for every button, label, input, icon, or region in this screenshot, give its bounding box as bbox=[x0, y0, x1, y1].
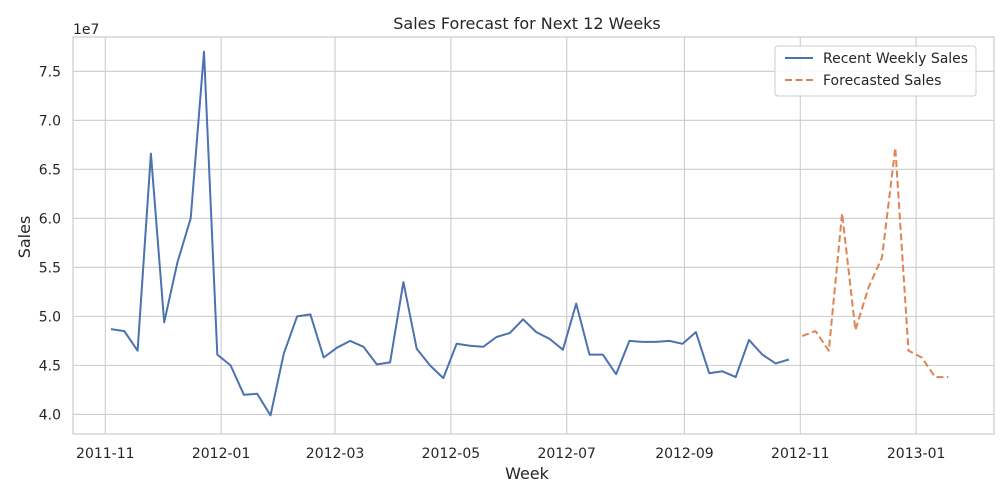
series-line-forecasted-sales bbox=[801, 146, 949, 379]
y-tick-label-4-0: 4.0 bbox=[39, 407, 61, 423]
x-tick-label-2012-05: 2012-05 bbox=[422, 446, 481, 462]
x-tick-labels: 2011-11 2012-01 2012-03 2012-05 2012-07 2012-… bbox=[76, 446, 945, 462]
legend-box bbox=[774, 45, 977, 97]
plot-area-border bbox=[72, 36, 995, 435]
y-tick-label-7-0: 7.0 bbox=[39, 113, 61, 129]
legend-label-forecasted-sales: Forecasted Sales bbox=[823, 73, 941, 89]
y-tick-label-6-5: 6.5 bbox=[39, 162, 61, 178]
x-tick-label-2012-11: 2012-11 bbox=[771, 446, 830, 462]
x-tick-label-2012-09: 2012-09 bbox=[655, 446, 714, 462]
y-tick-label-6-0: 6.0 bbox=[39, 211, 61, 227]
legend: Recent Weekly Sales Forecasted Sales bbox=[774, 45, 977, 97]
plot-frame bbox=[72, 36, 995, 435]
x-tick-label-2012-01: 2012-01 bbox=[192, 446, 251, 462]
x-tick-label-2011-11: 2011-11 bbox=[76, 446, 135, 462]
y-tick-label-4-5: 4.5 bbox=[39, 358, 61, 374]
x-tick-label-2012-07: 2012-07 bbox=[537, 446, 596, 462]
y-tick-label-7-5: 7.5 bbox=[39, 64, 61, 80]
y-tick-labels: 4.0 4.5 5.0 5.5 6.0 6.5 7.0 7.5 bbox=[39, 64, 61, 423]
y-axis-scale-label: 1e7 bbox=[73, 22, 99, 38]
x-tick-label-2013-01: 2013-01 bbox=[887, 446, 946, 462]
series-lines bbox=[110, 50, 949, 417]
x-axis-title: Week bbox=[505, 464, 550, 483]
grid bbox=[73, 37, 994, 434]
y-axis-title: Sales bbox=[15, 216, 34, 259]
series-line-recent-weekly-sales bbox=[110, 50, 790, 417]
x-tick-label-2012-03: 2012-03 bbox=[306, 446, 365, 462]
chart-title: Sales Forecast for Next 12 Weeks bbox=[393, 14, 661, 33]
y-tick-label-5-5: 5.5 bbox=[39, 260, 61, 276]
y-tick-label-5-0: 5.0 bbox=[39, 309, 61, 325]
legend-label-recent-weekly-sales: Recent Weekly Sales bbox=[823, 51, 968, 67]
